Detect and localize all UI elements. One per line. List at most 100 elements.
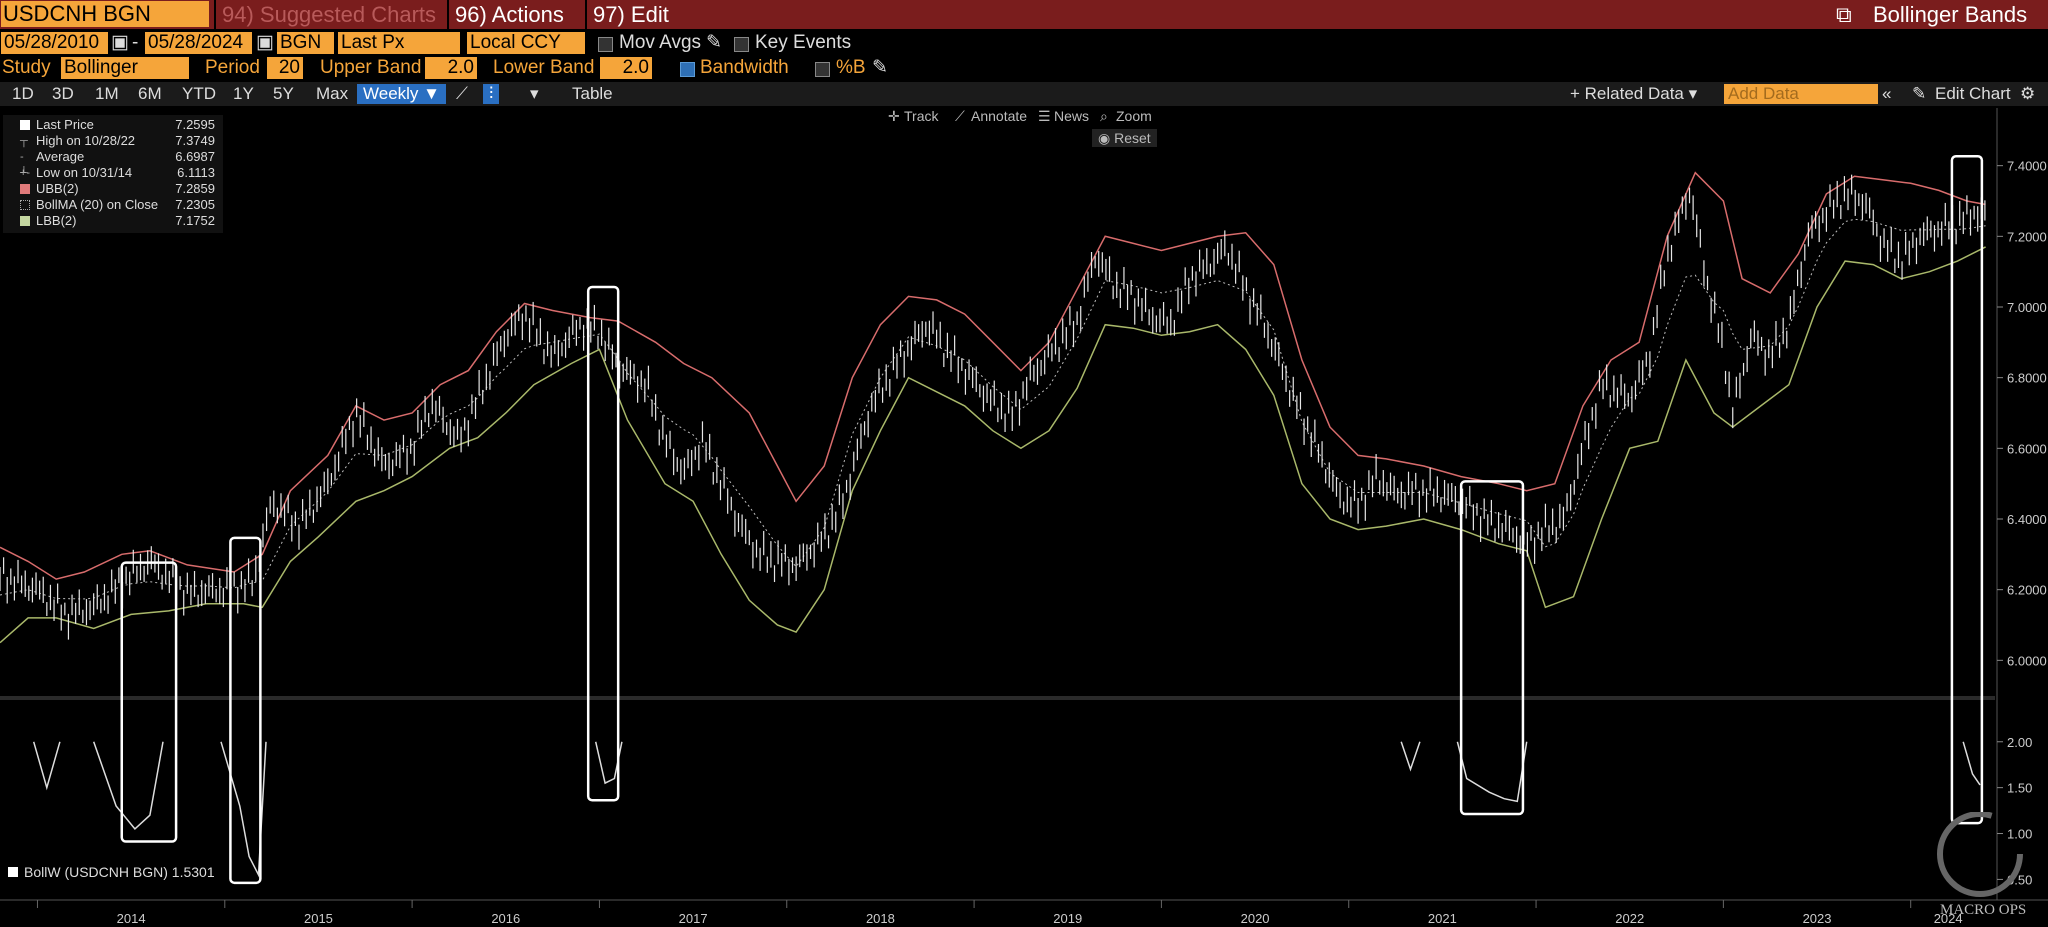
range-1m[interactable]: 1M <box>95 84 119 103</box>
year-label: 2023 <box>1803 911 1832 926</box>
calendar-icon[interactable]: ▣ <box>111 32 129 53</box>
watermark-ring <box>1937 812 2023 897</box>
price-tick-label: 7.4000 <box>2007 159 2047 174</box>
upper-band-input[interactable]: 2.0 <box>425 57 477 79</box>
zoom-icon[interactable]: ⌕ <box>1100 108 1108 124</box>
pctb-label: %B <box>836 57 866 78</box>
study-label: Study <box>2 57 51 78</box>
lower-band-line <box>0 246 1986 644</box>
chevron-down-icon[interactable]: ▾ <box>530 84 539 103</box>
range-3d[interactable]: 3D <box>52 84 74 103</box>
news-button[interactable]: News <box>1054 108 1090 124</box>
low-marker-icon: ┴ <box>20 167 28 179</box>
price-tick-label: 7.2000 <box>2007 229 2047 244</box>
track-button[interactable]: Track <box>904 108 939 124</box>
bw-tick-label: 1.00 <box>2007 827 2032 842</box>
range-5y[interactable]: 5Y <box>273 84 294 103</box>
price-tick-label: 6.8000 <box>2007 371 2047 386</box>
lower-band-label: Lower Band <box>493 57 595 78</box>
ticker-input[interactable]: USDCNH BGN Curncy <box>1 1 209 52</box>
price-tick-label: 6.6000 <box>2007 441 2047 456</box>
bandwidth-legend: BollW (USDCNH BGN) 1.5301 <box>8 864 215 880</box>
annotate-icon[interactable]: ⟋ <box>955 108 965 124</box>
collapse-icon[interactable]: « <box>1882 84 1892 103</box>
bandwidth-legend-label: BollW (USDCNH BGN) 1.5301 <box>24 864 215 880</box>
source-input[interactable]: BGN <box>277 32 334 54</box>
reset-button[interactable]: ◉ Reset <box>1092 129 1157 147</box>
date-controls: 05/28/2010 ▣ - 05/28/2024 ▣ BGN Last Px … <box>0 32 2048 56</box>
legend-swatch <box>8 867 18 877</box>
actions-menu[interactable]: 96) Actions <box>455 2 564 27</box>
bar-chart-icon[interactable]: ⫶ <box>483 84 500 104</box>
legend-entry: ┬ High on 10/28/22 7.3749 <box>20 133 215 148</box>
line-chart-icon[interactable]: ⟋ <box>456 84 468 103</box>
watermark-text: MACRO OPS <box>1940 902 2027 918</box>
year-label: 2024 <box>1934 911 1963 926</box>
year-label: 2021 <box>1428 911 1457 926</box>
mov-avgs-checkbox[interactable] <box>598 37 613 52</box>
start-date-input[interactable]: 05/28/2010 <box>1 32 108 54</box>
period-label: Period <box>205 57 260 78</box>
field-input[interactable]: Last Px <box>338 32 460 54</box>
bandwidth-line <box>1400 741 1421 772</box>
bandwidth-line <box>92 741 164 830</box>
related-data-menu[interactable]: + Related Data ▾ <box>1570 84 1698 103</box>
high-marker-icon: ┬ <box>20 135 28 147</box>
pencil-icon[interactable]: ✎ <box>872 57 888 78</box>
legend: Last Price 7.2595 ┬ High on 10/28/22 7.3749… <box>3 115 223 233</box>
pencil-icon[interactable]: ✎ <box>1912 84 1927 103</box>
range-max[interactable]: Max <box>316 84 349 103</box>
popout-icon[interactable]: ⧉ <box>1836 2 1852 27</box>
chart-title: Bollinger Bands <box>1873 2 2028 27</box>
price-chart[interactable]: 6.0000 6.2000 6.4000 6.6000 6.8000 7.0000 7.20… <box>0 108 2048 927</box>
range-ytd[interactable]: YTD <box>182 84 216 103</box>
end-date-input[interactable]: 05/28/2024 <box>145 32 252 54</box>
date-dash: - <box>132 32 139 53</box>
average-marker-icon: -+- <box>20 151 31 179</box>
bandwidth-line <box>32 741 61 791</box>
news-icon[interactable]: ☰ <box>1038 108 1051 124</box>
range-6m[interactable]: 6M <box>138 84 162 103</box>
period-input[interactable]: 20 <box>267 57 303 79</box>
currency-select[interactable]: Local CCY <box>467 32 585 54</box>
annotate-button[interactable]: Annotate <box>971 108 1028 124</box>
gear-icon[interactable]: ⚙ <box>2020 84 2036 103</box>
panel-divider <box>0 696 1995 700</box>
legend-entry: UBB(2) 7.2859 <box>3 181 223 197</box>
pencil-icon[interactable]: ✎ <box>706 32 722 53</box>
study-select[interactable]: Bollinger <box>61 57 189 79</box>
legend-entry: -+- Average 6.6987 <box>20 149 215 179</box>
price-tick-label: 7.0000 <box>2007 300 2047 315</box>
key-events-checkbox[interactable] <box>734 37 749 52</box>
bw-tick-label: 2.00 <box>2007 735 2032 750</box>
mov-avgs-label: Mov Avgs <box>619 32 702 53</box>
legend-entry: BollMA (20) on Close 7.2305 <box>3 197 223 213</box>
legend-swatch <box>20 120 30 130</box>
highlight-box <box>1459 480 1525 816</box>
edit-chart-button[interactable]: Edit Chart <box>1935 84 2011 103</box>
legend-entry: ┴ Low on 10/31/14 6.1113 <box>20 165 215 180</box>
edit-menu[interactable]: 97) Edit <box>593 2 669 27</box>
frequency-select[interactable]: Weekly ▼ <box>357 84 446 104</box>
range-1d[interactable]: 1D <box>12 84 34 103</box>
bandwidth-checkbox[interactable] <box>680 62 695 77</box>
lower-band-input[interactable]: 2.0 <box>600 57 652 79</box>
add-data-input[interactable]: Add Data <box>1724 84 1878 104</box>
separator <box>214 0 216 29</box>
year-label: 2022 <box>1615 911 1644 926</box>
highlight-box <box>586 285 620 802</box>
highlight-box <box>1950 155 1984 825</box>
track-icon[interactable]: ✛ <box>888 108 900 124</box>
suggested-charts-menu[interactable]: 94) Suggested Charts <box>222 2 437 27</box>
calendar-icon[interactable]: ▣ <box>256 32 274 53</box>
range-toolbar: 1D 3D 1M 6M YTD 1Y 5Y Max Weekly ▼ ⟋ ⫶ ▾… <box>0 82 2048 106</box>
bw-tick-label: 1.50 <box>2007 781 2032 796</box>
price-tick-label: 6.4000 <box>2007 512 2047 527</box>
separator <box>585 0 587 29</box>
bandwidth-line <box>1456 741 1528 803</box>
study-controls: Study Bollinger Period 20 Upper Band 2.0… <box>0 57 2048 81</box>
pctb-checkbox[interactable] <box>815 62 830 77</box>
range-1y[interactable]: 1Y <box>233 84 254 103</box>
zoom-button[interactable]: Zoom <box>1116 108 1152 124</box>
table-button[interactable]: Table <box>572 84 613 103</box>
